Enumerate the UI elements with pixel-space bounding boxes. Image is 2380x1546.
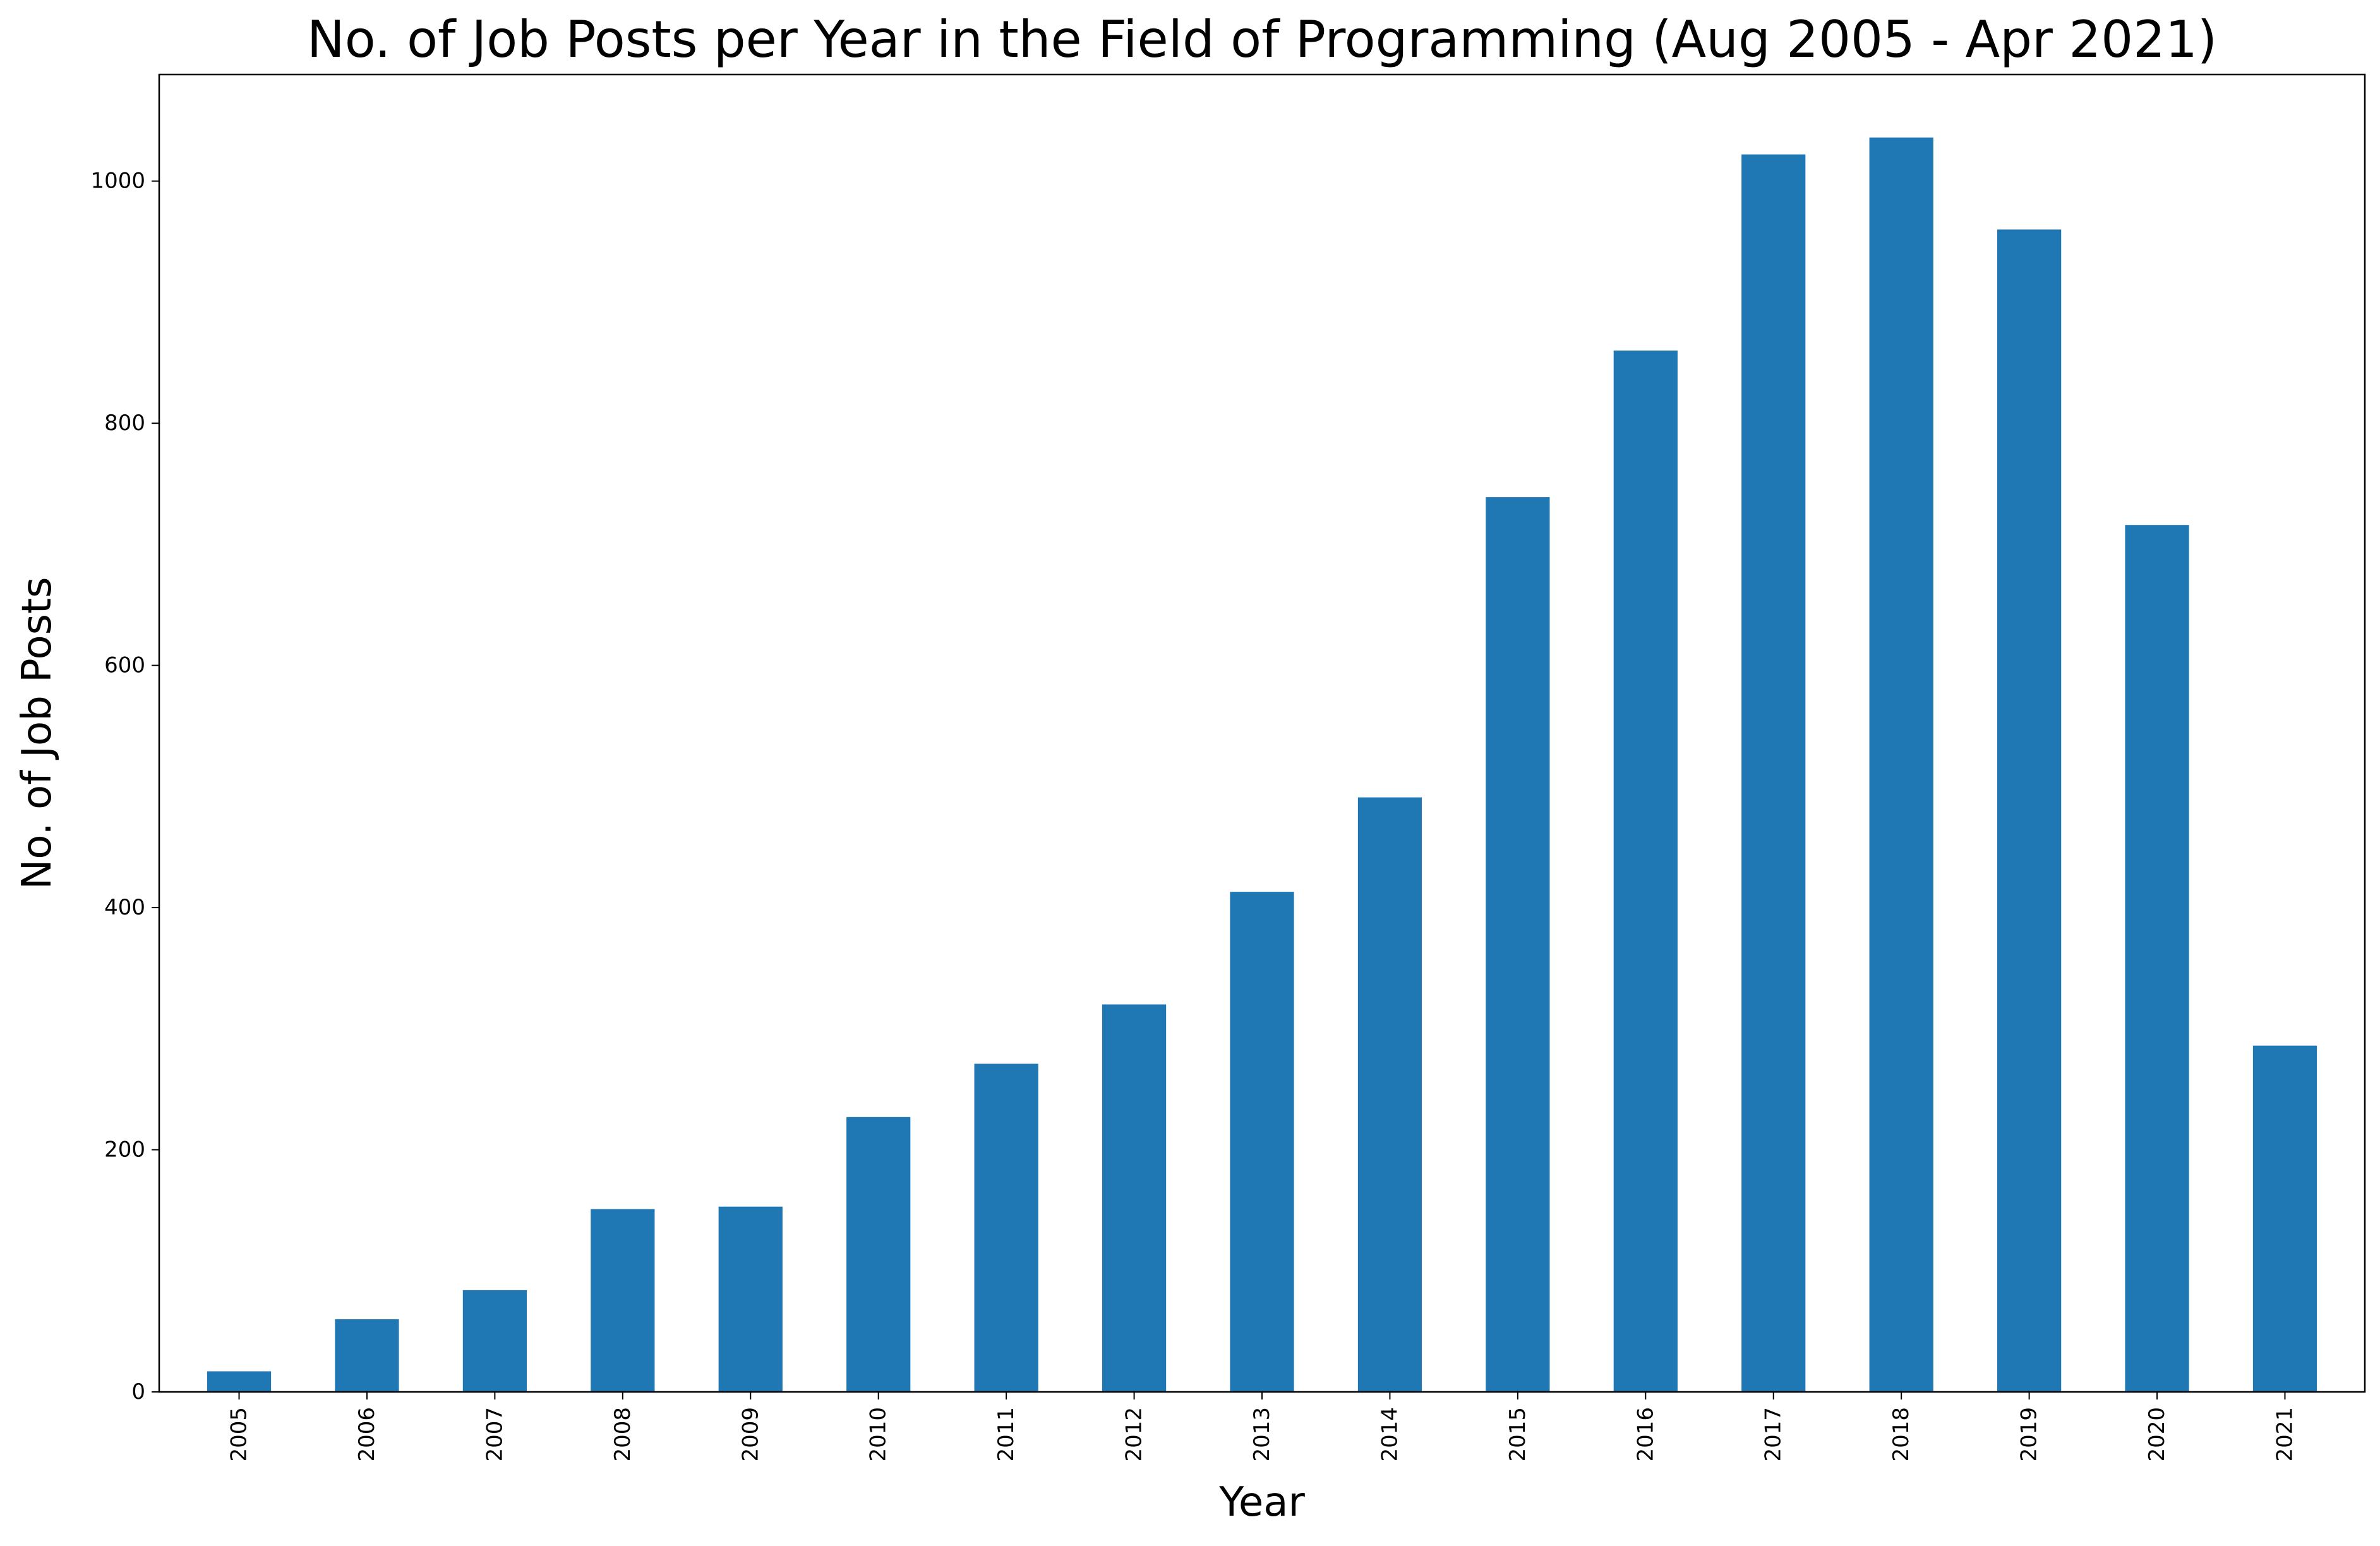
x-tick-label: 2005 (227, 1407, 252, 1462)
x-tick-label: 2012 (1122, 1407, 1147, 1462)
chart-title: No. of Job Posts per Year in the Field o… (307, 10, 2217, 69)
x-tick-label: 2016 (1633, 1407, 1658, 1462)
bar-2019 (1997, 229, 2062, 1392)
x-tick-label: 2010 (866, 1407, 891, 1462)
plot-frame (158, 73, 2366, 1393)
y-tick-label: 600 (104, 653, 145, 678)
bar-2014 (1357, 797, 1422, 1392)
y-tick-label: 400 (104, 895, 145, 920)
bar-2016 (1613, 351, 1678, 1392)
y-axis-ticks: 0 200 400 600 800 1000 (90, 169, 159, 1405)
x-tick-label: 2013 (1249, 1407, 1275, 1462)
x-tick-label: 2008 (610, 1407, 635, 1462)
y-tick-label: 1000 (90, 169, 145, 194)
y-axis-label: No. of Job Posts (14, 577, 61, 890)
x-tick-label: 2021 (2272, 1407, 2297, 1462)
bar-2009 (718, 1206, 783, 1392)
bars-group (207, 137, 2317, 1393)
bar-2010 (846, 1117, 911, 1392)
y-tick-label: 200 (104, 1137, 145, 1163)
bar-2020 (2125, 525, 2189, 1392)
bar-2021 (2252, 1045, 2317, 1392)
x-tick-label: 2018 (1889, 1407, 1914, 1462)
bar-2005 (207, 1371, 272, 1392)
x-tick-label: 2011 (994, 1407, 1019, 1462)
y-tick-label: 800 (104, 410, 145, 436)
x-tick-label: 2017 (1761, 1407, 1786, 1462)
x-tick-label: 2020 (2144, 1407, 2170, 1462)
bar-2007 (462, 1290, 527, 1392)
bar-2011 (974, 1064, 1038, 1392)
bar-2006 (335, 1319, 399, 1392)
bar-2012 (1102, 1004, 1167, 1392)
x-tick-label: 2006 (354, 1407, 380, 1462)
bar-2018 (1869, 137, 1933, 1393)
bar-2013 (1230, 892, 1294, 1392)
y-tick-label: 0 (131, 1379, 145, 1405)
x-tick-label: 2019 (2017, 1407, 2042, 1462)
bar-2015 (1486, 497, 1550, 1392)
x-tick-label: 2007 (482, 1407, 507, 1462)
x-axis-label: Year (1218, 1479, 1305, 1526)
x-tick-label: 2009 (738, 1407, 763, 1462)
x-axis-ticks: 2005 2006 2007 2008 2009 2010 2011 2012 2013 2014… (227, 1392, 2297, 1462)
x-tick-label: 2014 (1377, 1407, 1402, 1462)
x-tick-label: 2015 (1505, 1407, 1530, 1462)
bar-2017 (1741, 154, 1806, 1392)
bar-2008 (591, 1209, 655, 1392)
